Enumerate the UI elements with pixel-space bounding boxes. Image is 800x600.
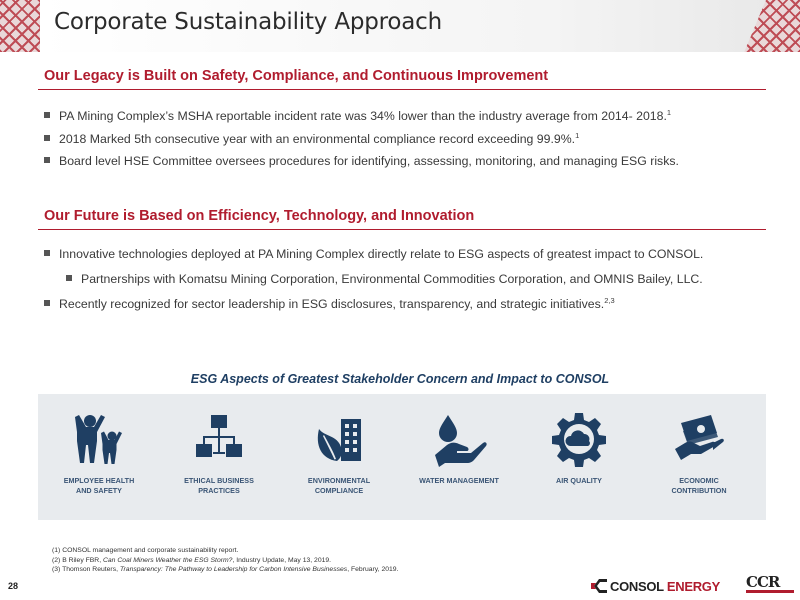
esg-item-ethical-business: ETHICAL BUSINESS PRACTICES <box>164 394 274 520</box>
bullet-square-icon <box>44 157 50 163</box>
esg-item-water: WATER MANAGEMENT <box>404 394 514 520</box>
legacy-heading: Our Legacy is Built on Safety, Complianc… <box>44 68 549 84</box>
footnote-1: (1) CONSOL management and corporate sust… <box>52 547 239 554</box>
esg-item-economic: ECONOMIC CONTRIBUTION <box>644 394 754 520</box>
esg-title: ESG Aspects of Greatest Stakeholder Conc… <box>190 372 610 386</box>
future-heading: Our Future is Based on Efficiency, Techn… <box>44 208 475 224</box>
title-bar: Corporate Sustainability Approach <box>0 0 800 52</box>
esg-label: AIR QUALITY <box>556 476 602 485</box>
bullet-square-icon <box>44 300 50 306</box>
legacy-bullet-1: PA Mining Complex’s MSHA reportable inci… <box>44 108 671 123</box>
esg-item-employee-health: EMPLOYEE HEALTH AND SAFETY <box>44 394 154 520</box>
page-number: 28 <box>8 581 19 591</box>
future-bullet-1: Innovative technologies deployed at PA M… <box>44 247 703 261</box>
header-pattern-left <box>0 0 44 52</box>
legacy-divider <box>38 89 766 90</box>
legacy-bullet-3: Board level HSE Committee oversees proce… <box>44 154 679 168</box>
esg-panel: EMPLOYEE HEALTH AND SAFETY ETHICAL BUSINE… <box>38 394 766 520</box>
ccr-underline <box>746 590 794 593</box>
people-icon <box>75 415 122 464</box>
footnote-3: (3) Thomson Reuters, Transparency: The P… <box>52 566 399 573</box>
bullet-square-icon <box>44 250 50 256</box>
org-chart-icon <box>196 415 242 457</box>
footnote-2: (2) B Riley FBR, Can Coal Miners Weather… <box>52 556 332 564</box>
esg-item-air-quality: AIR QUALITY <box>524 394 634 520</box>
page-title: Corporate Sustainability Approach <box>54 9 443 35</box>
esg-label: EMPLOYEE HEALTH AND SAFETY <box>63 476 135 495</box>
esg-item-environmental: ENVIRONMENTAL COMPLIANCE <box>284 394 394 520</box>
footnotes: (1) CONSOL management and corporate sust… <box>52 546 398 575</box>
bullet-square-icon <box>44 112 50 118</box>
future-bullet-2: Recently recognized for sector leadershi… <box>44 296 615 311</box>
esg-label: ECONOMIC CONTRIBUTION <box>671 476 727 495</box>
leaf-building-icon <box>317 419 361 461</box>
esg-label: ETHICAL BUSINESS PRACTICES <box>184 476 254 495</box>
consol-energy-logo: CONSOL ENERGY <box>591 577 720 595</box>
ccr-logo: CCR <box>746 573 794 597</box>
bullet-square-icon <box>66 275 72 281</box>
future-divider <box>38 229 766 230</box>
bullet-square-icon <box>44 135 50 141</box>
legacy-bullet-2: 2018 Marked 5th consecutive year with an… <box>44 131 579 146</box>
consol-logo-icon <box>591 579 607 593</box>
esg-label: ENVIRONMENTAL COMPLIANCE <box>307 476 371 495</box>
header-band <box>40 0 766 52</box>
water-hand-icon <box>435 415 487 467</box>
future-sub-bullet-1: Partnerships with Komatsu Mining Corpora… <box>66 272 703 286</box>
esg-label: WATER MANAGEMENT <box>419 476 499 485</box>
money-hand-icon <box>675 415 724 460</box>
cloud-gear-icon <box>552 413 606 467</box>
